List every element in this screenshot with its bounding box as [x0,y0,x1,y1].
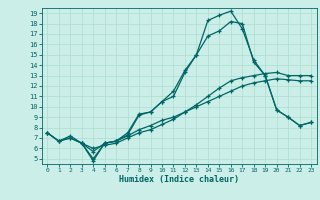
X-axis label: Humidex (Indice chaleur): Humidex (Indice chaleur) [119,175,239,184]
